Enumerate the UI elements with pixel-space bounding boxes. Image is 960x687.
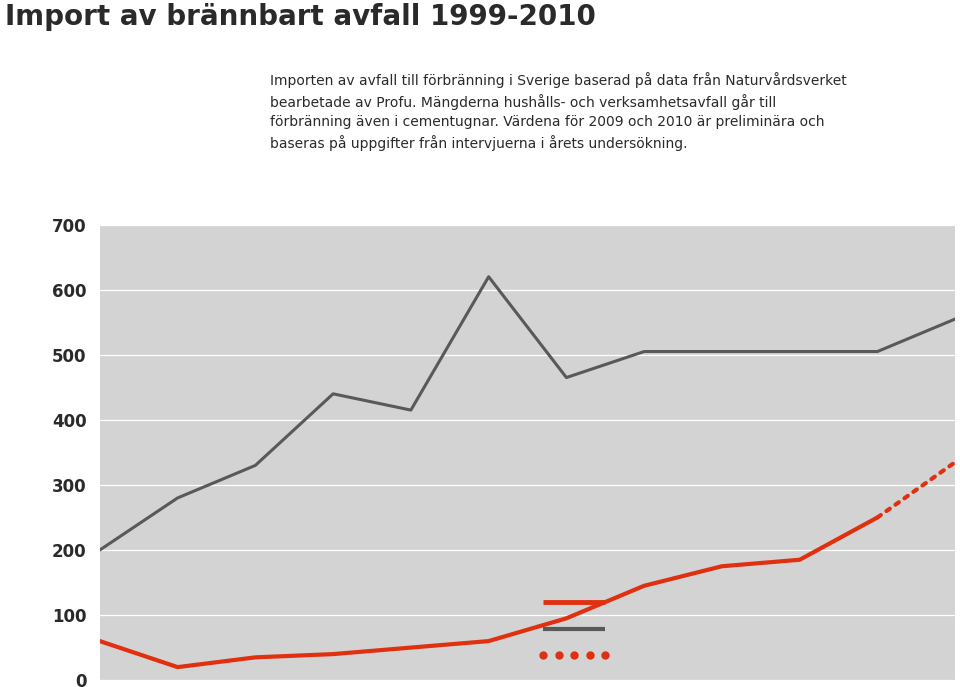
Text: Import av brännbart avfall 1999-2010: Import av brännbart avfall 1999-2010 bbox=[5, 3, 595, 32]
Text: Importen av avfall till förbränning i Sverige baserad på data från Naturvårdsver: Importen av avfall till förbränning i Sv… bbox=[270, 72, 847, 150]
